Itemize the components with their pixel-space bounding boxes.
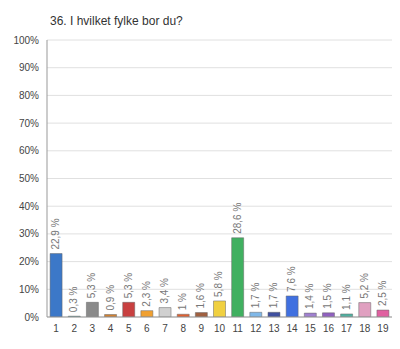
svg-text:14: 14 xyxy=(287,323,299,334)
svg-text:6: 6 xyxy=(144,323,150,334)
svg-text:5,3 %: 5,3 % xyxy=(86,273,97,299)
svg-text:1,1 %: 1,1 % xyxy=(341,284,352,310)
svg-text:90%: 90% xyxy=(19,62,39,73)
svg-text:3,4 %: 3,4 % xyxy=(159,278,170,304)
svg-text:7,6 %: 7,6 % xyxy=(286,266,297,292)
svg-text:5: 5 xyxy=(126,323,132,334)
svg-text:19: 19 xyxy=(377,323,389,334)
svg-text:9: 9 xyxy=(199,323,205,334)
svg-text:22,9 %: 22,9 % xyxy=(50,218,61,249)
svg-text:2,3 %: 2,3 % xyxy=(141,281,152,307)
svg-text:0,3 %: 0,3 % xyxy=(68,286,79,312)
svg-text:1,6 %: 1,6 % xyxy=(195,283,206,309)
svg-text:70%: 70% xyxy=(19,118,39,129)
svg-text:1,4 %: 1,4 % xyxy=(304,283,315,309)
svg-text:18: 18 xyxy=(359,323,371,334)
svg-text:1,7 %: 1,7 % xyxy=(250,283,261,309)
svg-text:5,3 %: 5,3 % xyxy=(123,273,134,299)
svg-text:1,7 %: 1,7 % xyxy=(268,283,279,309)
svg-text:3: 3 xyxy=(90,323,96,334)
svg-text:1 %: 1 % xyxy=(177,293,188,310)
svg-text:4: 4 xyxy=(108,323,114,334)
svg-text:100%: 100% xyxy=(13,35,39,46)
svg-text:5,8 %: 5,8 % xyxy=(214,271,225,297)
svg-text:28,6 %: 28,6 % xyxy=(232,203,243,234)
html-text:36. I hvilket fylke bor du?: 36. I hvilket fylke bor du? xyxy=(50,14,183,28)
svg-text:30%: 30% xyxy=(19,228,39,239)
svg-text:13: 13 xyxy=(268,323,280,334)
svg-text:2,5 %: 2,5 % xyxy=(377,280,388,306)
svg-text:7: 7 xyxy=(162,323,168,334)
svg-text:1: 1 xyxy=(53,323,59,334)
svg-text:50%: 50% xyxy=(19,173,39,184)
svg-text:8: 8 xyxy=(180,323,186,334)
svg-text:10%: 10% xyxy=(19,284,39,295)
svg-text:16: 16 xyxy=(323,323,335,334)
svg-text:80%: 80% xyxy=(19,90,39,101)
svg-text:40%: 40% xyxy=(19,201,39,212)
svg-text:60%: 60% xyxy=(19,145,39,156)
svg-text:12: 12 xyxy=(250,323,262,334)
svg-text:20%: 20% xyxy=(19,256,39,267)
svg-text:11: 11 xyxy=(232,323,243,334)
svg-text:1,5 %: 1,5 % xyxy=(322,283,333,309)
svg-text:17: 17 xyxy=(341,323,353,334)
svg-text:0,9 %: 0,9 % xyxy=(105,285,116,311)
svg-text:10: 10 xyxy=(214,323,226,334)
svg-text:0%: 0% xyxy=(25,312,40,323)
svg-text:5,2 %: 5,2 % xyxy=(359,273,370,299)
svg-text:2: 2 xyxy=(71,323,77,334)
svg-text:15: 15 xyxy=(305,323,317,334)
